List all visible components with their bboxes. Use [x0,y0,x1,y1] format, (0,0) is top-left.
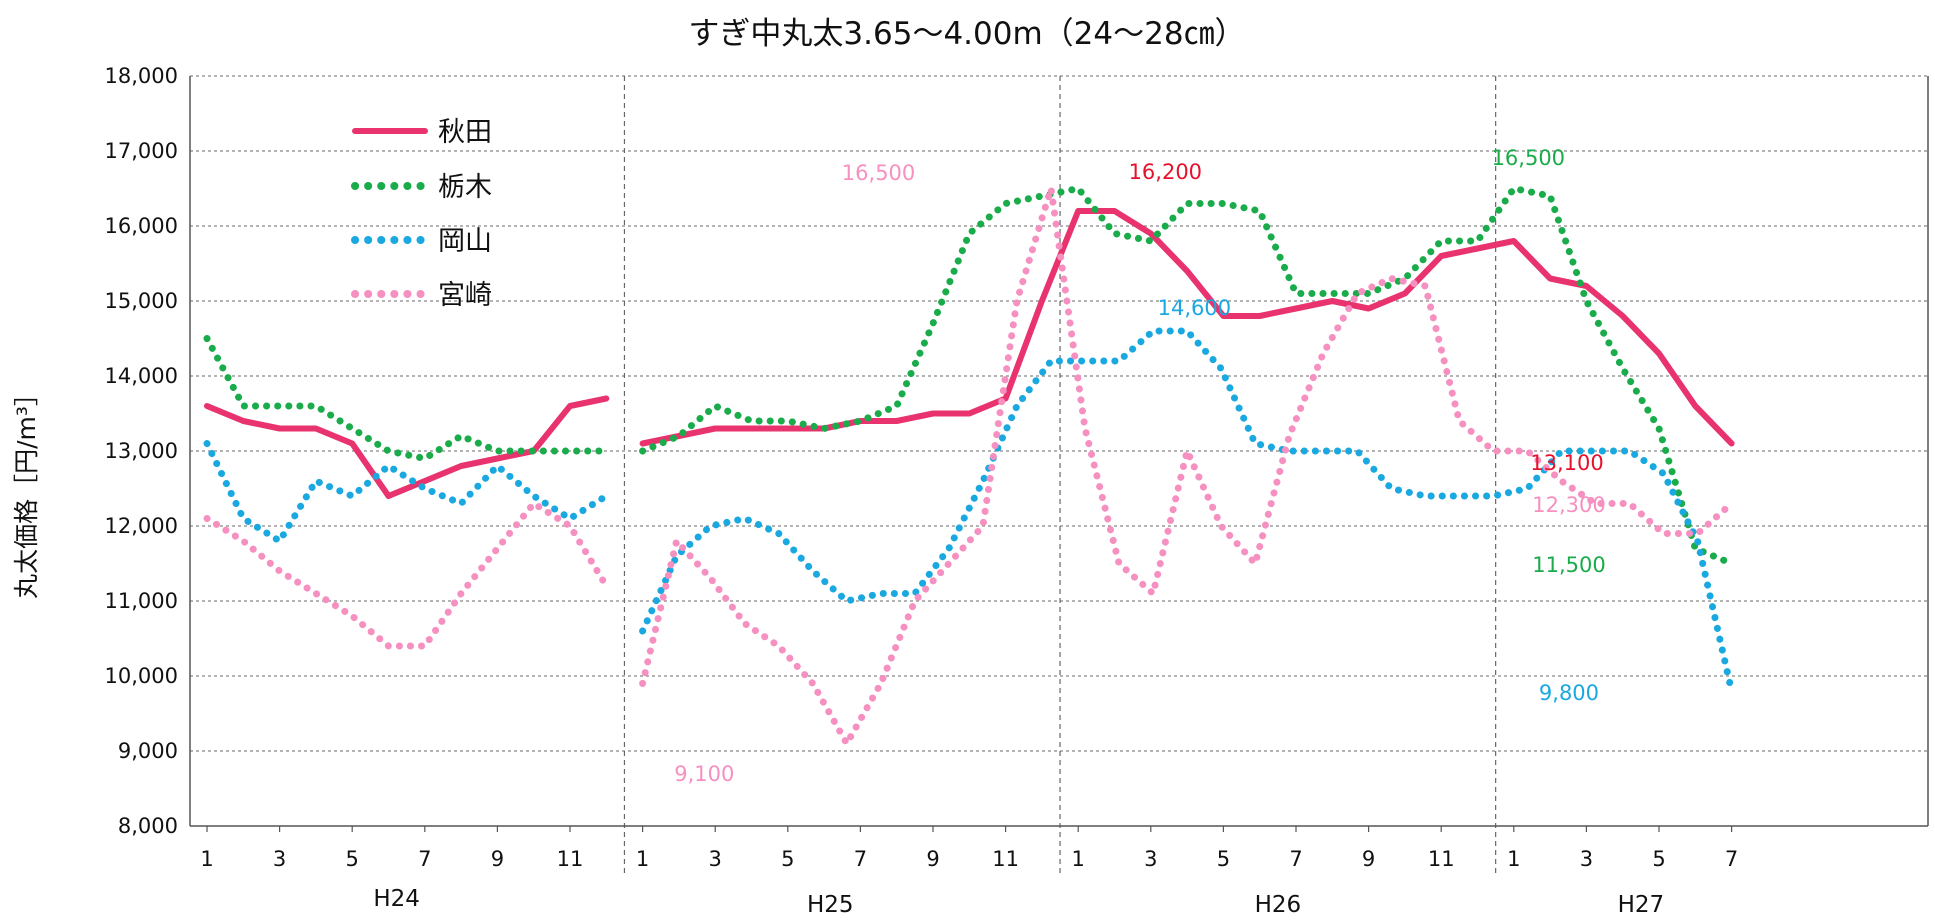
legend-label: 栃木 [438,172,492,203]
x-tick-label: 9 [491,847,504,871]
x-tick-label: 1 [1072,847,1085,871]
x-tick-label: 9 [926,847,939,871]
chart-title: すぎ中丸太3.65～4.00m（24～28㎝） [688,16,1245,52]
x-tick-label: 11 [1428,847,1455,871]
year-label: H26 [1255,892,1302,918]
data-label: 14,600 [1158,296,1231,320]
x-tick-label: 11 [557,847,584,871]
series-line-miyazaki [203,500,610,650]
y-tick-label: 15,000 [105,289,178,313]
x-tick-label: 3 [709,847,722,871]
data-label: 16,500 [1492,146,1565,170]
data-annotations: 16,200 13,100 16,500 11,500 14,600 9,800 16,50… [674,146,1605,786]
series-line-miyazaki [639,185,1736,747]
x-tick-label: 5 [1217,847,1230,871]
y-tick-label: 13,000 [105,439,178,463]
x-tick-label: 11 [992,847,1019,871]
series-line-tochigi [639,185,1736,567]
x-tick-label: 1 [1507,847,1520,871]
x-tick-label: 5 [1652,847,1665,871]
x-tick-label: 7 [1289,847,1302,871]
legend-label: 岡山 [438,226,492,257]
x-tick-label: 3 [1144,847,1157,871]
x-tick-label: 3 [1580,847,1593,871]
series-line-okayama [639,327,1736,695]
y-tick-label: 17,000 [105,139,178,163]
x-tick-label: 7 [418,847,431,871]
x-tick-label: 7 [854,847,867,871]
data-label: 12,300 [1532,493,1605,517]
axes: 8,000 9,000 10,000 11,000 12,000 13,000 14,000… [105,64,1929,918]
series-line-akita [639,208,1735,447]
x-tick-label: 7 [1725,847,1738,871]
x-tick-label: 9 [1362,847,1375,871]
year-label: H24 [373,886,420,912]
y-tick-label: 18,000 [105,64,178,88]
y-tick-label: 11,000 [105,589,178,613]
data-label: 16,200 [1129,160,1202,184]
x-tick-label: 3 [273,847,286,871]
y-tick-label: 14,000 [105,364,178,388]
year-label: H27 [1618,892,1665,918]
legend-label: 宮崎 [438,280,492,311]
x-tick-label: 5 [346,847,359,871]
data-label: 11,500 [1532,553,1605,577]
x-tick-label: 1 [636,847,649,871]
grid-lines [190,75,1928,874]
data-label: 9,100 [674,762,734,786]
series-line-tochigi [203,335,610,462]
y-tick-label: 16,000 [105,214,178,238]
data-label: 9,800 [1539,681,1599,705]
x-tick-label: 1 [200,847,213,871]
series-line-akita [204,395,610,499]
y-tick-label: 9,000 [118,739,178,763]
year-label: H25 [807,892,854,918]
series-lines [203,185,1736,747]
y-tick-label: 10,000 [105,664,178,688]
series-line-okayama [203,440,610,545]
legend-label: 秋田 [438,117,492,148]
x-tick-label: 5 [781,847,794,871]
y-tick-label: 8,000 [118,814,178,838]
y-axis-label: 丸太価格［円/m³］ [12,381,41,599]
data-label: 16,500 [842,161,915,185]
y-tick-label: 12,000 [105,514,178,538]
data-label: 13,100 [1530,451,1603,475]
